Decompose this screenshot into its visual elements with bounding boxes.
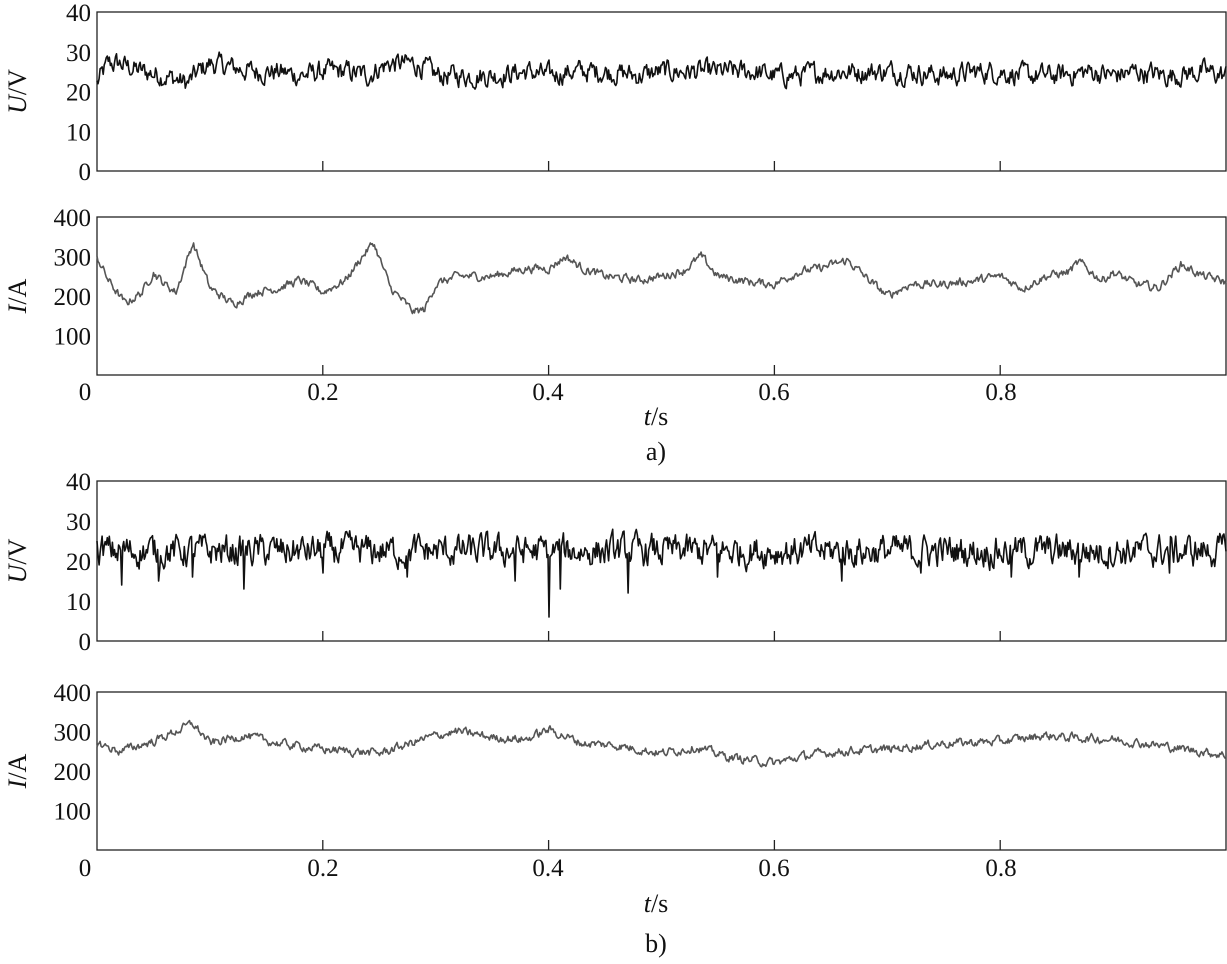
series-line bbox=[96, 242, 1227, 315]
y-tick-label: 30 bbox=[66, 40, 91, 67]
x-tick-label: 0.4 bbox=[532, 855, 564, 882]
y-tick-label: 0 bbox=[79, 629, 92, 656]
x-tick-label: 0.8 bbox=[985, 855, 1016, 882]
y-tick-label: 100 bbox=[54, 324, 92, 351]
x-tick-label: 0.4 bbox=[532, 379, 564, 406]
x-tick-label: 0 bbox=[79, 379, 92, 406]
y-tick-label: 100 bbox=[54, 799, 92, 826]
y-axis-label: U/V bbox=[3, 69, 32, 114]
y-tick-label: 10 bbox=[66, 589, 91, 616]
y-tick-label: 40 bbox=[66, 469, 91, 496]
y-tick-label: 0 bbox=[79, 159, 92, 186]
x-tick-label: 0.2 bbox=[307, 855, 338, 882]
x-axis-label: t/s bbox=[644, 889, 669, 918]
y-tick-label: 30 bbox=[66, 509, 91, 536]
y-tick-label: 10 bbox=[66, 119, 91, 146]
series-line bbox=[96, 719, 1227, 768]
y-tick-label: 200 bbox=[54, 759, 92, 786]
y-tick-label: 20 bbox=[66, 80, 91, 107]
caption-b: b) bbox=[645, 929, 667, 958]
y-tick-label: 400 bbox=[54, 205, 92, 232]
y-tick-label: 20 bbox=[66, 549, 91, 576]
plot-frame bbox=[96, 11, 1227, 172]
series-line bbox=[96, 528, 1227, 618]
y-axis-label: I/A bbox=[3, 278, 32, 314]
x-tick-label: 0.2 bbox=[307, 379, 338, 406]
y-tick-label: 400 bbox=[54, 680, 92, 707]
y-axis-label: U/V bbox=[3, 538, 32, 583]
plot-frame bbox=[96, 691, 1227, 851]
y-tick-label: 300 bbox=[54, 720, 92, 747]
caption-a: a) bbox=[646, 437, 666, 466]
x-tick-label: 0.6 bbox=[758, 379, 789, 406]
y-tick-label: 40 bbox=[66, 0, 91, 27]
x-tick-label: 0.6 bbox=[758, 855, 789, 882]
y-axis-label: I/A bbox=[3, 753, 32, 789]
y-tick-label: 200 bbox=[54, 284, 92, 311]
plot-frame bbox=[96, 216, 1227, 376]
x-axis-label: t/s bbox=[644, 402, 669, 431]
x-tick-label: 0 bbox=[79, 855, 92, 882]
series-line bbox=[96, 51, 1227, 90]
x-tick-label: 0.8 bbox=[985, 379, 1016, 406]
plot-frame bbox=[96, 480, 1227, 642]
y-tick-label: 300 bbox=[54, 245, 92, 272]
